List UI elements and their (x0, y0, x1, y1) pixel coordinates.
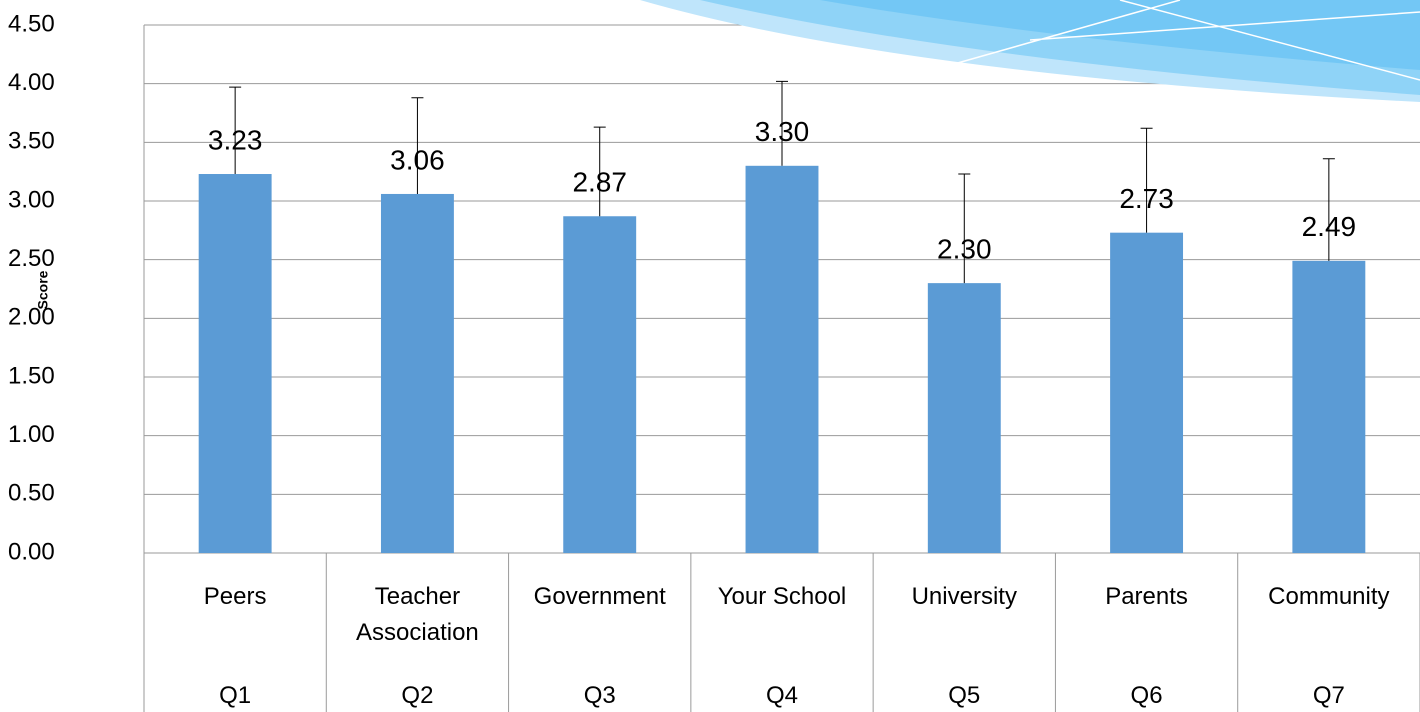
error-bar (958, 173, 971, 284)
y-tick-label: 3.50 (8, 128, 55, 155)
category-label: Parents (1105, 583, 1188, 610)
y-tick-label: 3.00 (8, 186, 55, 213)
y-tick-label: 0.00 (8, 538, 55, 565)
bar (380, 193, 454, 553)
error-bar (593, 126, 606, 217)
bar (1110, 232, 1184, 553)
value-label: 3.06 (390, 144, 445, 175)
value-label: 2.87 (572, 167, 627, 198)
y-tick-label: 2.00 (8, 304, 55, 331)
marks: 0.00 0.50 1.00 1.50 2.00 2.50 3.00 3.50 4.00 4.50… (8, 10, 1366, 565)
category-label: Your School (717, 583, 847, 610)
bar (198, 174, 272, 553)
category-label: University (911, 583, 1017, 610)
error-bar (1140, 127, 1153, 233)
error-bar (411, 97, 424, 194)
error-bar (1322, 158, 1335, 261)
value-label: 3.23 (208, 124, 263, 155)
category-label: Teacher Association (356, 583, 479, 646)
category-group-label: Q7 (1312, 682, 1345, 709)
category-group-label: Q3 (583, 682, 616, 709)
category-group-label: Q6 (1130, 682, 1163, 709)
value-label: 2.30 (937, 234, 992, 265)
error-bar (776, 80, 788, 166)
bar (745, 165, 819, 554)
bar (927, 283, 1001, 553)
category-group-label: Q1 (219, 682, 252, 709)
bar (1292, 260, 1366, 553)
error-bar (229, 86, 242, 175)
category-group-label: Q2 (401, 682, 434, 709)
decoration (640, 0, 1420, 102)
category-group-label: Q4 (765, 682, 798, 709)
value-label: 2.73 (1119, 183, 1174, 214)
y-tick-label: 4.00 (8, 69, 55, 96)
category-label: Peers (203, 583, 267, 610)
value-label: 2.49 (1302, 211, 1357, 242)
category-label: Community (1268, 583, 1390, 610)
y-tick-label: 1.50 (8, 362, 55, 389)
y-tick-label: 0.50 (8, 480, 55, 507)
category-label: Government (533, 583, 666, 610)
category-group-label: Q5 (948, 682, 981, 709)
y-axis-title: Score (35, 270, 51, 309)
bar (563, 216, 637, 553)
y-tick-label: 2.50 (8, 245, 55, 272)
y-tick-label: 4.50 (8, 10, 55, 37)
value-label: 3.30 (755, 116, 810, 147)
y-tick-label: 1.00 (8, 421, 55, 448)
